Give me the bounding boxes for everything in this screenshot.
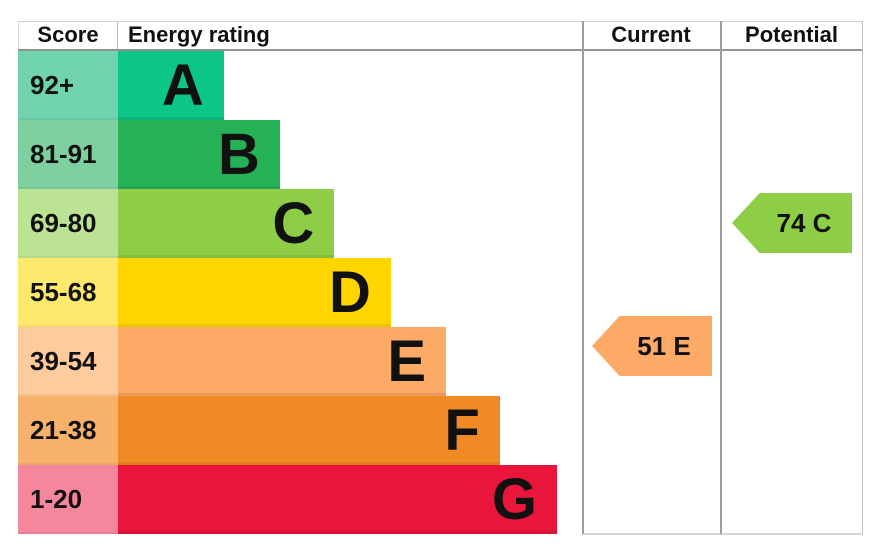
band-bar-cell: D [118, 258, 582, 327]
band-score-label: 21-38 [30, 415, 97, 445]
band-row: 39-54 E [18, 327, 582, 396]
band-score-cell: 55-68 [18, 258, 118, 327]
epc-table: Score Energy rating Current Potential 92… [18, 21, 863, 535]
band-score-cell: 1-20 [18, 465, 118, 534]
band-score-label: 55-68 [30, 277, 97, 307]
band-row: 1-20 G [18, 465, 582, 534]
band-score-label: 39-54 [30, 346, 97, 376]
band-score-cell: 69-80 [18, 189, 118, 258]
band-bar-cell: A [118, 51, 582, 120]
band-rows: 92+ A 81-91 B 69-80 C 55-68 [18, 51, 582, 534]
band-bar-cell: F [118, 396, 582, 465]
band-bar: D [118, 258, 391, 327]
band-score-label: 81-91 [30, 139, 97, 169]
header-potential: Potential [745, 22, 838, 47]
band-letter: G [491, 467, 537, 532]
current-arrow-label: 51 E [637, 330, 691, 361]
band-score-cell: 81-91 [18, 120, 118, 189]
band-bar: F [118, 396, 500, 465]
band-row: 55-68 D [18, 258, 582, 327]
current-arrow: 51 E [592, 316, 712, 376]
band-row: 21-38 F [18, 396, 582, 465]
band-row: 81-91 B [18, 120, 582, 189]
band-score-label: 1-20 [30, 484, 83, 514]
band-score-cell: 21-38 [18, 396, 118, 465]
band-letter: B [218, 122, 260, 187]
band-letter: D [328, 260, 371, 325]
band-bar-cell: E [118, 327, 582, 396]
potential-arrow-label: 74 C [776, 207, 832, 238]
band-row: 92+ A [18, 51, 582, 120]
header-current: Current [611, 22, 691, 47]
band-bar: A [118, 51, 224, 120]
potential-column: 74 C [720, 21, 863, 535]
band-bar: C [118, 189, 335, 258]
current-column: 51 E [582, 21, 720, 535]
band-row: 69-80 C [18, 189, 582, 258]
band-score-cell: 92+ [18, 51, 118, 120]
header-score: Score [18, 22, 118, 49]
band-letter: A [161, 53, 204, 118]
band-bar: E [118, 327, 447, 396]
band-bar-cell: G [118, 465, 582, 534]
band-letter: C [272, 191, 315, 256]
band-bar: G [118, 465, 557, 534]
table-header-row: Score Energy rating Current Potential [18, 21, 863, 51]
band-score-label: 92+ [30, 70, 75, 100]
potential-arrow: 74 C [732, 193, 852, 253]
band-score-cell: 39-54 [18, 327, 118, 396]
band-letter: E [387, 329, 427, 394]
band-bar-cell: C [118, 189, 582, 258]
band-bar: B [118, 120, 280, 189]
band-letter: F [444, 398, 480, 463]
header-energy-rating: Energy rating [128, 22, 270, 47]
band-score-label: 69-80 [30, 208, 97, 238]
band-bar-cell: B [118, 120, 582, 189]
